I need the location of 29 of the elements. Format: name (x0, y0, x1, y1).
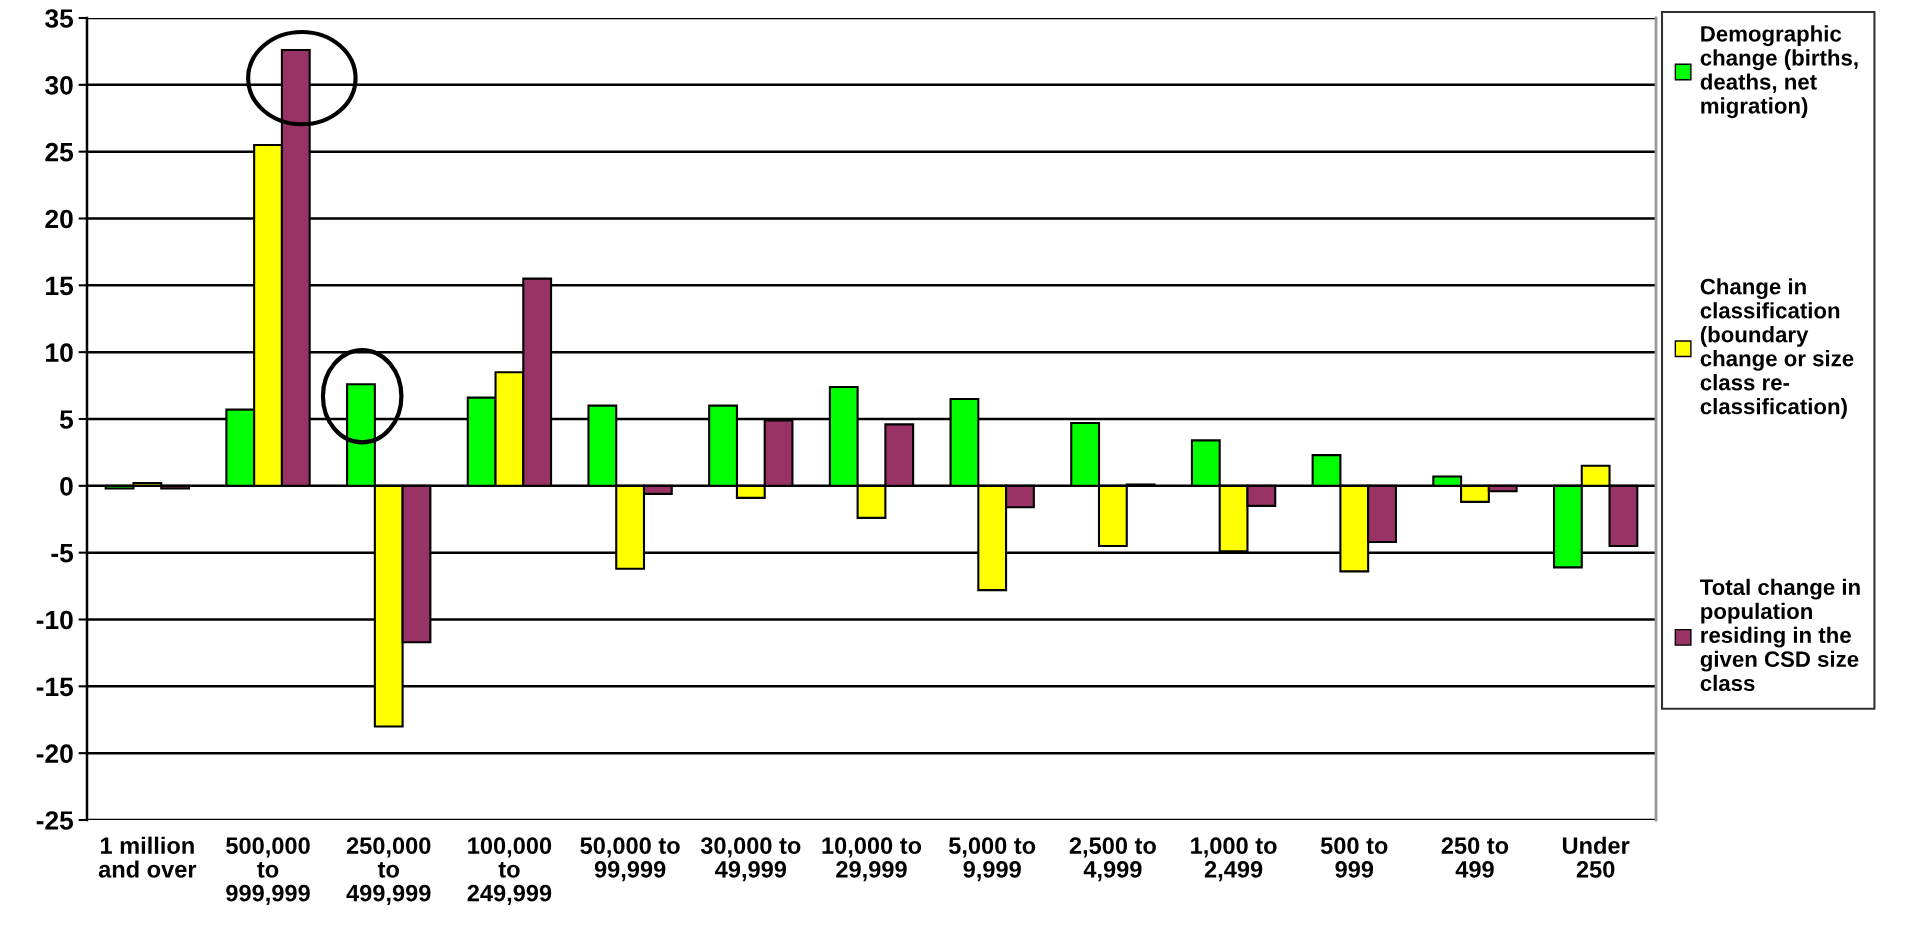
legend-label: Total change in population residing in the given CSD size class (1700, 578, 1860, 692)
legend-label: Change in classification (boundary change or size class re- classification) (1700, 278, 1854, 419)
x-tick-label: 250 to 499 (1441, 837, 1509, 878)
y-tick-label: -10 (36, 610, 73, 630)
x-tick-label: 500,000 to 999,999 (226, 837, 310, 905)
y-tick-label: 35 (45, 9, 74, 28)
x-tick-label: 1 million and over (98, 836, 197, 878)
x-tick-label: 10,000 to 29,999 (822, 837, 922, 882)
y-tick-label: 20 (45, 209, 73, 229)
y-tick-label: -5 (51, 544, 74, 563)
y-tick-label: 0 (60, 476, 73, 496)
y-tick-label: 15 (46, 276, 74, 296)
x-tick-label: 500 to 999 (1320, 837, 1388, 878)
y-tick-label: -25 (36, 811, 74, 830)
y-tick-label: -15 (36, 677, 74, 697)
x-tick-label: 30,000 to 49,999 (700, 837, 801, 882)
y-tick-label: 25 (45, 142, 74, 162)
x-tick-label: 5,000 to 9,999 (948, 837, 1036, 882)
y-tick-label: 30 (45, 75, 73, 95)
y-tick-label: -20 (36, 744, 73, 763)
legend-label: Demographic change (births, deaths, net migration) (1700, 25, 1858, 119)
x-tick-label: 250,000 to 499,999 (346, 837, 431, 905)
y-tick-label: 10 (46, 343, 73, 362)
y-tick-label: 5 (59, 410, 74, 429)
x-tick-label: 1,000 to 2,499 (1191, 837, 1277, 882)
x-tick-label: Under 250 (1562, 836, 1630, 878)
x-tick-label: 100,000 to 249,999 (467, 837, 552, 905)
x-tick-label: 2,500 to 4,999 (1069, 837, 1156, 882)
x-tick-label: 50,000 to 99,999 (580, 837, 680, 882)
